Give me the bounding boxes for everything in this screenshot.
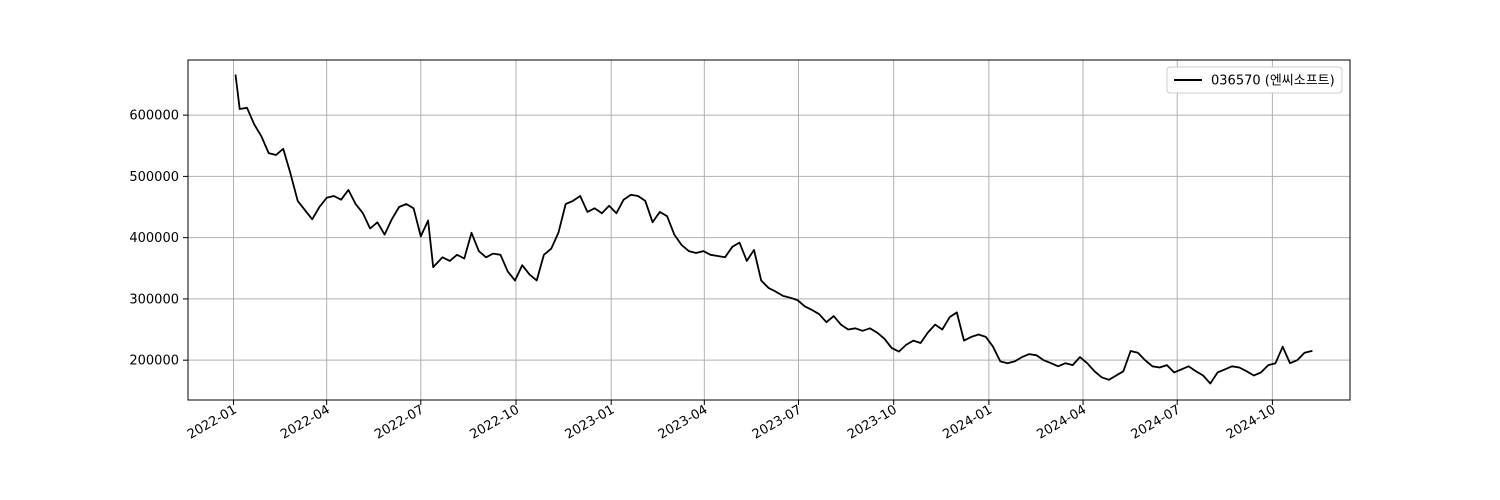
series-line xyxy=(234,74,1313,385)
series-layer xyxy=(234,74,1313,385)
y-tick-label: 200000 xyxy=(129,354,179,369)
plot-area xyxy=(188,60,1350,400)
y-tick-label: 300000 xyxy=(129,292,179,307)
grid-lines xyxy=(188,60,1350,400)
plot-frame xyxy=(187,59,1351,401)
y-tick-label: 500000 xyxy=(129,170,179,185)
legend: 036570 (엔씨소프트) xyxy=(1166,66,1343,94)
y-tick-label: 600000 xyxy=(129,109,179,124)
y-tick-label: 400000 xyxy=(129,231,179,246)
legend-label: 036570 (엔씨소프트) xyxy=(1211,74,1335,89)
legend-box xyxy=(1166,66,1343,94)
y-axis: 200000 300000 400000 500000 600000 xyxy=(129,109,188,369)
